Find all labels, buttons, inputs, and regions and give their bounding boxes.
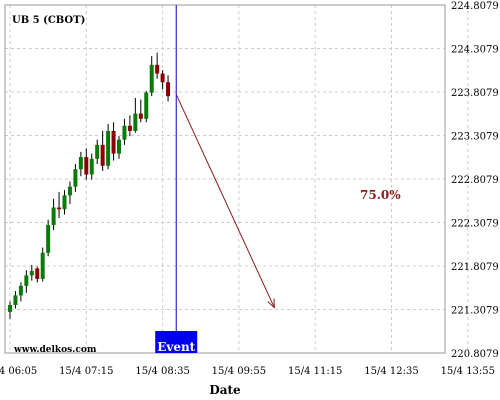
candle-body: [95, 144, 100, 159]
y-tick-label: 220.8079: [451, 349, 499, 360]
y-tick-label: 224.8079: [451, 1, 499, 12]
candles: [8, 52, 171, 319]
candle-body: [127, 125, 132, 131]
x-tick-label: 15/4 06:05: [0, 366, 37, 377]
x-axis-labels: 15/4 06:05 15/4 07:15 15/4 08:35 15/4 09:55…: [0, 366, 495, 377]
candle-body: [89, 158, 94, 175]
candle-body: [46, 224, 51, 253]
candle-body: [111, 130, 116, 154]
y-axis-labels: 220.8079 221.3079 221.8079 222.3079 222.8079…: [451, 1, 499, 360]
y-tick-label: 221.3079: [451, 306, 499, 317]
projection-arrowhead: [267, 298, 275, 309]
y-tick-label: 221.8079: [451, 262, 499, 273]
candle-body: [138, 113, 143, 119]
grid: [5, 4, 469, 354]
candle-body: [144, 92, 149, 119]
x-tick-label: 15/4 08:35: [135, 366, 189, 377]
candle-body: [117, 139, 121, 154]
watermark: www.delkos.com: [13, 345, 97, 355]
candle-body: [8, 304, 12, 312]
y-tick-label: 223.3079: [451, 132, 499, 143]
candle-body: [57, 207, 62, 210]
event-box: [155, 331, 198, 353]
candle-body: [166, 82, 171, 97]
x-tick-label: 15/4 13:55: [441, 366, 495, 377]
event-label: Event: [157, 340, 195, 354]
projection-label: 75.0%: [360, 188, 401, 202]
y-tick-label: 222.3079: [451, 219, 499, 230]
candle-body: [160, 73, 165, 83]
candle-body: [24, 275, 29, 286]
x-tick-label: 15/4 11:15: [288, 366, 342, 377]
candle-body: [73, 169, 78, 187]
candle-body: [62, 195, 67, 210]
candle-body: [18, 285, 23, 296]
candle-body: [51, 207, 56, 225]
candle-body: [35, 268, 40, 279]
candle-body: [13, 295, 18, 305]
y-tick-label: 224.3079: [451, 45, 499, 56]
y-tick-label: 223.8079: [451, 88, 499, 99]
candle-body: [67, 186, 72, 196]
candle-body: [84, 157, 89, 175]
x-axis-title: Date: [209, 383, 241, 397]
candle-body: [29, 271, 34, 276]
candle-body: [78, 157, 83, 170]
plot-frame: [4, 4, 446, 354]
candle-body: [149, 64, 154, 93]
chart-title: UB 5 (CBOT): [12, 15, 85, 26]
candle-body: [106, 130, 111, 166]
x-tick-label: 15/4 12:35: [364, 366, 418, 377]
y-tick-label: 222.8079: [451, 175, 499, 186]
candle-body: [133, 113, 138, 131]
candle-body: [122, 125, 127, 140]
projection-arrow: [175, 94, 275, 308]
candle-body: [40, 252, 45, 279]
candle-body: [100, 144, 105, 166]
x-tick-label: 15/4 09:55: [212, 366, 266, 377]
candle-body: [155, 64, 160, 74]
x-tick-label: 15/4 07:15: [59, 366, 113, 377]
